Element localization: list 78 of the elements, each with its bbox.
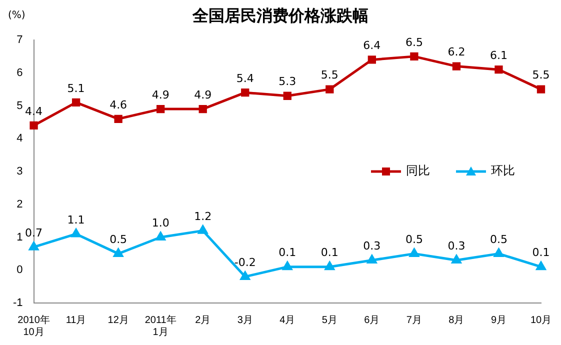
y-tick-label: 7 (16, 34, 23, 46)
data-label: 0.3 (363, 240, 381, 253)
data-label: 0.5 (405, 233, 423, 246)
chart-title: 全国居民消费价格涨跌幅 (192, 6, 368, 25)
data-label: 0.5 (110, 233, 128, 246)
data-label: 0.5 (490, 233, 508, 246)
y-tick-label: 3 (16, 166, 23, 178)
point (452, 255, 462, 264)
y-tick-label: -1 (13, 297, 23, 310)
point (452, 62, 461, 70)
data-label: 4.6 (110, 98, 128, 112)
y-tick-label: 6 (16, 66, 23, 79)
x-tick-label: 3月 (237, 314, 253, 326)
point (114, 114, 122, 123)
x-tick-label: 2011年 1月 (144, 314, 176, 338)
data-label: 5.1 (67, 82, 85, 95)
data-label: 4.9 (194, 88, 212, 102)
point (409, 248, 419, 257)
point (71, 228, 81, 238)
point (283, 92, 292, 100)
legend-label: 环比 (491, 164, 515, 178)
data-label: 0.1 (320, 246, 338, 260)
point (114, 248, 124, 257)
point (368, 56, 376, 64)
y-tick-label: 4 (16, 132, 23, 145)
data-label: 4.9 (152, 88, 170, 102)
x-tick-label: 12月 (108, 314, 129, 326)
point (240, 271, 250, 280)
data-label: 0.1 (278, 246, 296, 260)
y-tick-label: 5 (16, 100, 23, 112)
data-label: 6.2 (448, 46, 466, 59)
y-tick-label: 0 (16, 264, 23, 276)
x-tick-label: 8月 (448, 314, 464, 326)
data-label: 1.0 (152, 216, 170, 230)
x-tick-label: 7月 (406, 314, 422, 326)
data-label: 5.4 (236, 72, 254, 85)
data-label: 5.5 (532, 68, 550, 82)
data-label: 5.5 (320, 68, 338, 82)
point (494, 66, 503, 74)
point (198, 225, 208, 234)
point (326, 85, 334, 94)
data-label: 5.3 (278, 75, 296, 88)
y-tick-label: 2 (16, 198, 23, 210)
point (30, 121, 38, 130)
point (282, 262, 292, 270)
x-tick-label: 11月 (66, 314, 86, 326)
data-label: 0.3 (448, 240, 466, 253)
point (367, 255, 377, 264)
legend-label: 同比 (406, 164, 430, 178)
point (29, 242, 38, 250)
data-label: 1.1 (67, 213, 85, 226)
x-tick-label: 9月 (490, 314, 507, 326)
x-tick-label: 5月 (322, 314, 338, 326)
x-tick-label: 10月 (530, 314, 552, 326)
x-tick-label: 2月 (195, 314, 211, 326)
point (156, 104, 165, 114)
data-label: -0.2 (234, 256, 256, 270)
x-tick-label: 4月 (280, 314, 296, 326)
point (198, 104, 207, 114)
data-label: 0.1 (532, 246, 550, 260)
y-axis-title: (%) (8, 10, 26, 21)
point (410, 52, 418, 61)
point (156, 232, 166, 240)
x-tick-label: 6月 (364, 314, 380, 326)
data-label: 6.5 (405, 36, 423, 49)
data-label: 4.4 (25, 104, 43, 118)
y-tick-label: 1 (16, 231, 23, 244)
data-label: 0.7 (25, 226, 43, 240)
point (72, 98, 80, 107)
x-tick-label: 2010年 10月 (18, 314, 50, 338)
point (536, 262, 546, 270)
point (494, 248, 504, 257)
data-label: 1.2 (194, 210, 212, 224)
data-label: 6.4 (363, 39, 381, 52)
point (324, 262, 334, 270)
data-label: 6.1 (490, 48, 508, 62)
point (536, 85, 546, 94)
point (241, 88, 250, 97)
